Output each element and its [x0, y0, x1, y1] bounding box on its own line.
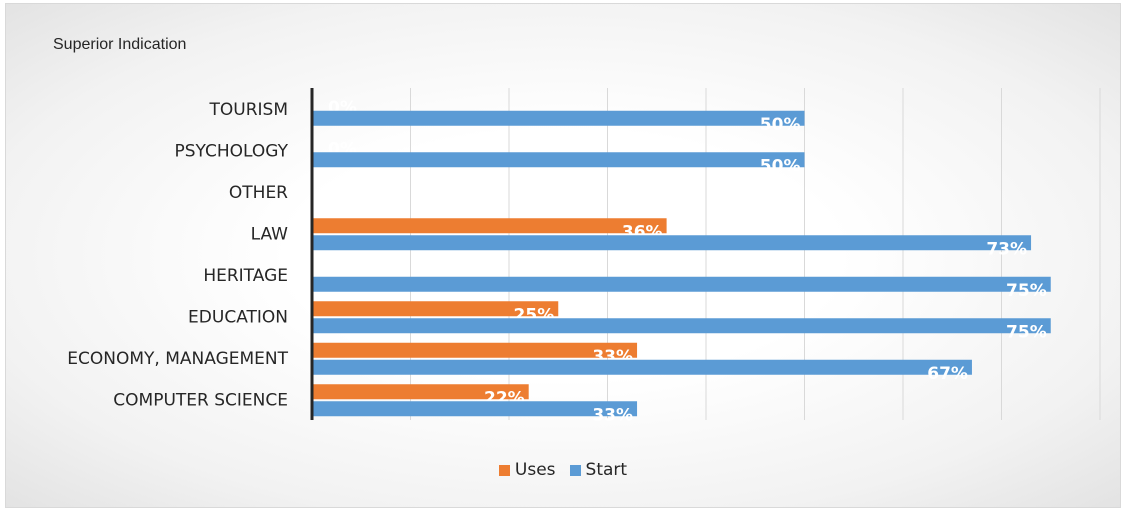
legend: Uses Start [0, 460, 1126, 480]
legend-swatch-uses [498, 464, 510, 476]
category-label: OTHER [229, 183, 288, 203]
bar-start [312, 318, 1051, 334]
data-label: 50% [760, 156, 801, 176]
bar-uses [312, 384, 529, 400]
category-label: EDUCATION [188, 307, 288, 327]
bar-uses [312, 218, 667, 234]
bar-start [312, 401, 638, 417]
bar-start [312, 276, 1051, 292]
data-label: 33% [592, 405, 633, 425]
bar-start [312, 110, 805, 126]
category-label: PSYCHOLOGY [175, 141, 289, 161]
bar-start [312, 235, 1032, 251]
category-label: TOURISM [209, 100, 289, 120]
data-label: 73% [986, 239, 1027, 259]
data-label: 75% [1006, 322, 1047, 342]
legend-label-uses: Uses [514, 460, 556, 480]
legend-swatch-start [569, 464, 581, 476]
bar-start [312, 359, 972, 375]
bar-uses [312, 301, 559, 317]
data-label: 67% [927, 364, 968, 384]
category-label: COMPUTER SCIENCE [113, 390, 288, 410]
legend-item-start: Start [569, 460, 628, 480]
data-label: 50% [760, 115, 801, 135]
legend-label-start: Start [585, 460, 628, 480]
chart-frame [5, 3, 1121, 508]
bar-start [312, 152, 805, 168]
data-label: 75% [1006, 281, 1047, 301]
category-label: LAW [251, 224, 289, 244]
bar-uses [312, 342, 638, 358]
category-label: HERITAGE [203, 266, 288, 286]
category-label: ECONOMY, MANAGEMENT [67, 349, 288, 369]
legend-item-uses: Uses [498, 460, 556, 480]
chart-title: Superior Indication [53, 36, 187, 53]
